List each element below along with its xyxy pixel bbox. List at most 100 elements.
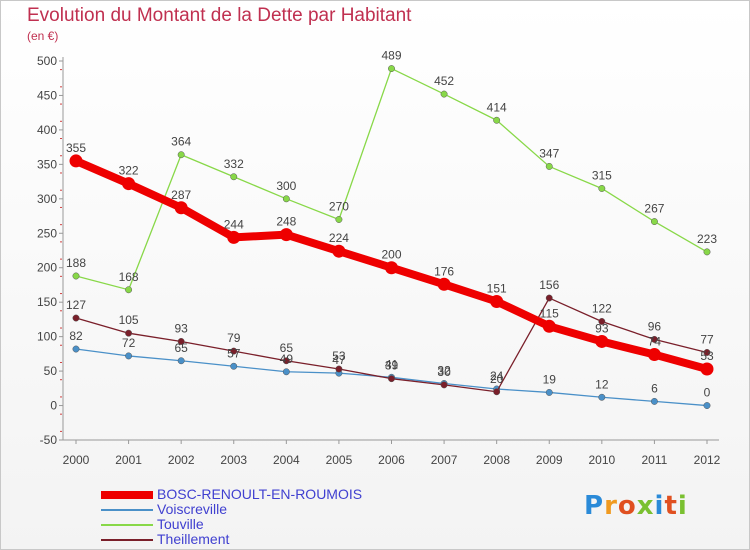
data-label: 72	[122, 336, 136, 350]
y-tick-label: 300	[37, 192, 57, 206]
data-label: 414	[487, 100, 507, 114]
y-tick-label: 0	[50, 399, 57, 413]
series-point-1	[125, 352, 133, 360]
x-tick-label: 2003	[220, 453, 247, 467]
series-point-0	[122, 177, 136, 191]
data-label: 105	[119, 313, 139, 327]
data-label: 156	[539, 278, 559, 292]
data-label: 20	[490, 372, 504, 386]
series-point-3	[703, 349, 711, 356]
data-label: 53	[332, 349, 346, 363]
data-label: 12	[595, 377, 609, 391]
data-label: 122	[592, 301, 612, 315]
data-label: 65	[280, 341, 294, 355]
data-label: 315	[592, 168, 612, 182]
data-label: 355	[66, 141, 86, 155]
y-tick-label: 50	[44, 364, 58, 378]
series-point-0	[69, 154, 83, 168]
legend-label: Voiscreville	[157, 501, 228, 517]
series-point-3	[335, 365, 343, 373]
series-point-2	[125, 286, 133, 294]
series-point-2	[230, 173, 238, 181]
data-label: 270	[329, 199, 349, 213]
series-point-3	[177, 338, 185, 345]
legend-label: BOSC-RENOULT-EN-ROUMOIS	[157, 486, 363, 502]
data-label: 176	[434, 264, 454, 278]
data-label: 248	[276, 215, 296, 229]
series-point-2	[493, 116, 501, 124]
chart-title: Evolution du Montant de la Dette par Hab…	[27, 5, 412, 26]
data-label: 6	[651, 381, 658, 395]
series-point-3	[282, 357, 290, 365]
y-tick-label: 350	[37, 157, 57, 171]
data-label: 224	[329, 231, 349, 245]
series-point-3	[650, 335, 658, 343]
data-label: 93	[595, 321, 609, 335]
series-point-3	[545, 294, 553, 302]
series-point-2	[335, 216, 343, 223]
series-point-0	[385, 261, 398, 275]
legend-swatch	[101, 491, 153, 499]
data-label: 24	[490, 369, 504, 383]
data-label: 188	[66, 256, 86, 270]
data-label: 77	[700, 332, 714, 346]
series-point-3	[440, 381, 448, 389]
y-tick-label: 100	[37, 330, 57, 344]
series-point-2	[650, 218, 658, 226]
data-label: 30	[437, 365, 451, 379]
x-tick-label: 2012	[694, 453, 721, 467]
data-label: 223	[697, 232, 717, 246]
series-point-0	[279, 228, 293, 242]
series-point-2	[545, 162, 553, 170]
series-point-1	[545, 389, 553, 396]
series-point-3	[493, 388, 501, 396]
series-point-1	[230, 362, 238, 370]
x-tick-label: 2009	[536, 453, 563, 467]
data-label: 93	[174, 321, 188, 335]
series-point-0	[174, 201, 188, 215]
data-label: 53	[700, 349, 714, 363]
series-point-1	[282, 368, 290, 376]
series-point-2	[388, 65, 395, 73]
data-label: 200	[381, 248, 401, 262]
series-point-0	[700, 362, 714, 376]
x-tick-label: 2000	[63, 453, 90, 467]
x-tick-label: 2007	[431, 453, 458, 467]
data-label: 332	[224, 157, 244, 171]
data-label: 96	[648, 319, 662, 333]
series-point-0	[595, 334, 609, 348]
series-point-0	[227, 230, 241, 244]
legend-swatch	[101, 524, 153, 526]
y-tick-label: 250	[37, 226, 57, 240]
series-point-3	[125, 329, 133, 337]
series-point-0	[490, 294, 504, 308]
data-label: 244	[224, 217, 244, 231]
y-tick-label: 150	[37, 295, 57, 309]
data-label: 322	[119, 164, 139, 178]
y-tick-label: 450	[37, 88, 57, 102]
proxiti-logo: Proxiti	[584, 491, 688, 521]
legend-swatch	[101, 509, 153, 511]
y-tick-label: -50	[40, 433, 58, 447]
data-label: 452	[434, 74, 454, 88]
series-point-0	[542, 319, 556, 333]
data-label: 364	[171, 135, 191, 149]
data-label: 300	[276, 179, 296, 193]
series-point-0	[647, 348, 661, 362]
series-point-1	[72, 345, 80, 353]
series-point-1	[703, 402, 711, 409]
x-tick-label: 2002	[168, 453, 195, 467]
y-tick-label: 200	[37, 261, 57, 275]
series-point-2	[177, 151, 185, 159]
data-label: 82	[69, 329, 83, 343]
data-label: 39	[385, 359, 399, 373]
series-point-1	[598, 393, 606, 401]
data-label: 151	[487, 281, 507, 295]
x-tick-label: 2005	[326, 453, 353, 467]
data-label: 49	[280, 352, 294, 366]
data-label: 47	[332, 353, 346, 367]
data-label: 489	[381, 49, 401, 63]
y-tick-label: 500	[37, 54, 57, 68]
